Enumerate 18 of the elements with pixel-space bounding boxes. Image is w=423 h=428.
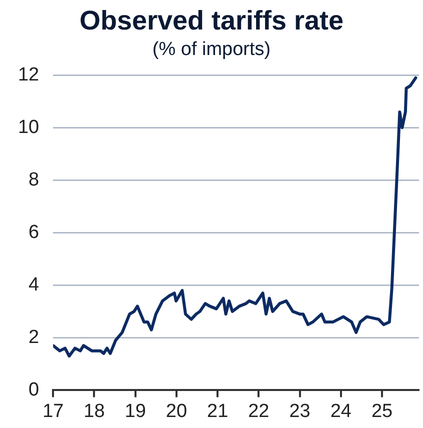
y-tick-label: 10 xyxy=(18,116,40,138)
x-tick-label: 17 xyxy=(42,400,64,422)
x-tick-label: 20 xyxy=(166,400,188,422)
x-tick-label: 21 xyxy=(207,400,228,422)
x-tick-label: 19 xyxy=(124,400,146,422)
x-tick-label: 24 xyxy=(330,400,352,422)
x-tick-label: 25 xyxy=(371,400,393,422)
y-tick-label: 2 xyxy=(28,326,40,348)
x-tick-label: 23 xyxy=(289,400,310,422)
y-tick-label: 6 xyxy=(28,222,40,243)
chart-title: Observed tariffs rate xyxy=(79,6,344,36)
x-tick-label: 22 xyxy=(248,400,270,422)
y-tick-label: 0 xyxy=(28,379,40,400)
y-tick-label: 8 xyxy=(28,169,40,190)
x-tick-label: 18 xyxy=(84,400,105,422)
y-tick-label: 12 xyxy=(18,64,40,86)
y-tick-label: 4 xyxy=(28,274,40,296)
chart-subtitle: (% of imports) xyxy=(152,39,271,60)
